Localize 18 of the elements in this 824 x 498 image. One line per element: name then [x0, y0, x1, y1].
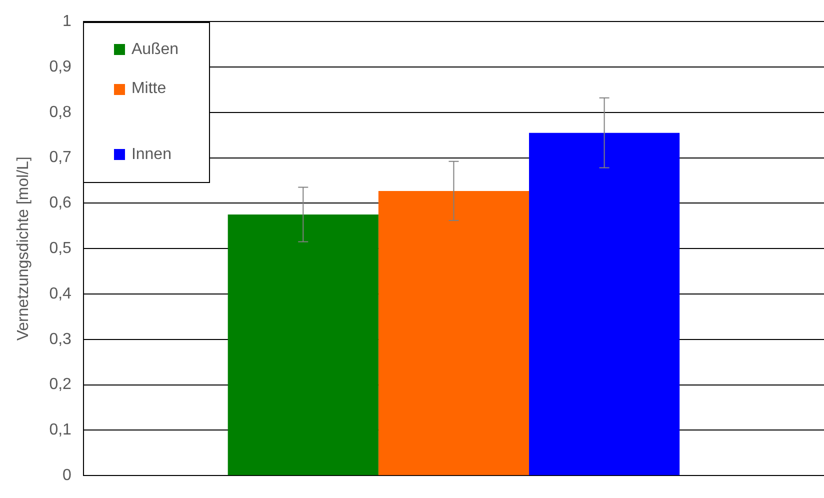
y-tick-label: 0,7: [49, 149, 72, 166]
legend-label: Mitte: [131, 80, 166, 98]
y-tick-label: 0,8: [49, 104, 72, 121]
legend-label: Außen: [131, 40, 179, 59]
legend-label: Innen: [131, 146, 172, 164]
bar: [529, 132, 680, 476]
y-tick-label: 0,9: [49, 58, 72, 76]
y-tick-label: 0,6: [49, 194, 72, 212]
bar: [228, 214, 378, 476]
y-axis-title: Vernetzungsdichte [mol/L]: [15, 156, 32, 341]
y-tick-label: 0,4: [49, 285, 72, 302]
y-tick-label: 0,3: [49, 330, 72, 348]
bar: [378, 190, 530, 476]
y-tick-label: 0,2: [49, 376, 72, 394]
y-tick-label: 0,1: [49, 422, 72, 439]
y-tick-label: 0,5: [49, 240, 72, 258]
y-tick-label: 1: [62, 13, 72, 30]
y-tick-label: 0: [62, 467, 72, 484]
